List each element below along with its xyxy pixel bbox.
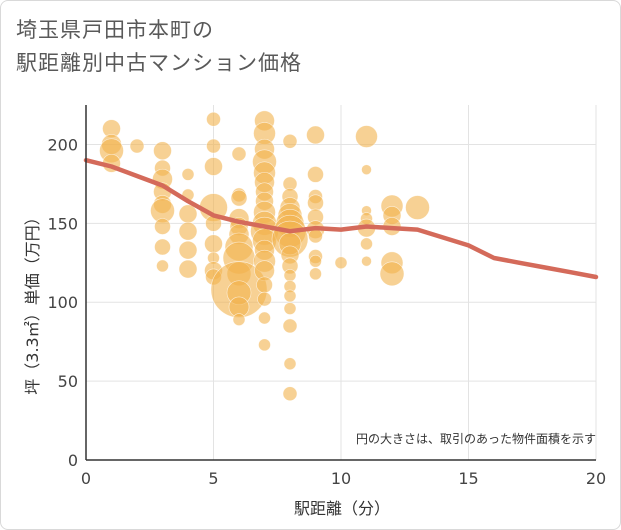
y-tick-label: 0 [68,451,78,470]
bubble-point [181,168,195,181]
bubble-point [231,146,247,162]
bubble-point [178,221,198,241]
x-tick-label: 15 [458,469,478,488]
x-tick-label: 10 [331,469,351,488]
bubble-point [154,218,171,235]
trend-line [83,157,599,280]
bubble-point [178,240,198,260]
bubble-point [361,255,372,267]
bubble-point [379,261,405,287]
x-tick-label: 5 [208,469,218,488]
bubble-point [283,302,297,315]
bubble-point [153,141,172,161]
bubble-point [230,189,248,207]
bubble-point [283,289,297,303]
bubble-point [282,386,298,402]
bubble-point [154,238,171,256]
bubble-point [361,164,372,175]
chart-title-line-1: 埼玉県戸田市本町の [16,18,214,42]
bubble-point [282,133,298,149]
x-axis-title: 駅距離（分） [294,499,390,518]
bubble-point [178,259,198,279]
y-tick-label: 50 [58,372,78,391]
x-tick-label: 20 [586,469,606,488]
bubble-point [283,269,297,282]
bubble-point [355,125,378,148]
y-axis-title: 坪（3.3㎡）単価（万円） [23,209,42,394]
bubble-point [405,195,430,220]
bubble-layer [99,110,430,402]
bubble-point [283,357,297,371]
bubble-point [204,157,223,176]
bubble-point [334,256,348,270]
grid-lines [86,105,597,460]
y-tick-label: 100 [47,293,78,312]
bubble-point [306,125,325,145]
bubble-point [178,204,198,224]
y-tick-label: 150 [47,214,78,233]
size-note: 円の大きさは、取引のあった物件面積を示す [356,431,596,446]
bubble-point [308,228,323,244]
axes [85,105,596,461]
bubble-point [232,313,246,326]
bubble-point [206,111,221,127]
bubble-point [309,267,322,281]
bubble-point [309,254,322,268]
bubble-point [258,338,271,352]
trend-line-layer [83,157,599,280]
bubble-point [204,234,223,254]
x-tick-label: 0 [81,469,91,488]
chart-title-line-2: 駅距離別中古マンション価格 [16,51,302,75]
bubble-point [307,194,324,212]
y-tick-label: 200 [47,135,78,154]
bubble-point [129,138,145,154]
bubble-point [256,276,273,294]
bubble-point [258,311,271,325]
bubble-point [360,237,373,251]
chart-title: 埼玉県戸田市本町の 駅距離別中古マンション価格 [16,14,302,80]
bubble-point [282,318,298,334]
bubble-point [257,291,272,307]
bubble-point [206,138,221,154]
bubble-point [307,166,324,183]
bubble-point [156,259,169,273]
